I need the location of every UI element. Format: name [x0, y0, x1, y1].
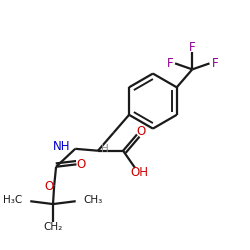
Text: CH₂: CH₂	[43, 222, 62, 232]
Text: F: F	[166, 57, 173, 70]
Text: H₃C: H₃C	[3, 195, 22, 205]
Text: NH: NH	[52, 140, 70, 153]
Text: O: O	[76, 158, 86, 171]
Text: OH: OH	[131, 166, 149, 179]
Text: F: F	[189, 41, 196, 54]
Text: O: O	[137, 124, 146, 138]
Text: CH₃: CH₃	[84, 195, 103, 205]
Text: O: O	[44, 180, 54, 193]
Text: H: H	[101, 144, 108, 154]
Text: F: F	[212, 57, 218, 70]
